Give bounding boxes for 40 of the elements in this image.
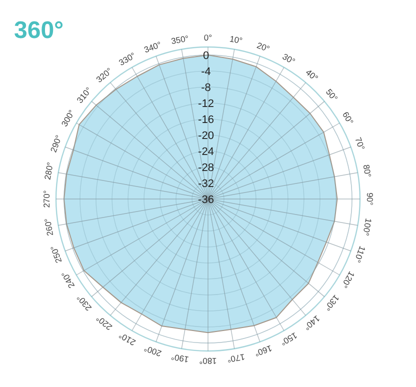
spoke-label: 350° (170, 33, 190, 46)
y-tick-label: -28 (198, 162, 214, 174)
spoke-label: 290° (48, 134, 64, 154)
spoke-label: 260° (42, 218, 56, 237)
spoke-label: 80° (361, 164, 374, 178)
spoke-label: 180° (199, 356, 217, 366)
spoke-label: 70° (353, 136, 367, 152)
spoke-label: 280° (42, 161, 56, 180)
chart-title: 360° (14, 17, 64, 44)
y-tick-label: -12 (198, 98, 214, 110)
spoke-label: 150° (278, 330, 299, 348)
spoke-label: 0° (204, 32, 212, 42)
spoke-label: 110° (352, 244, 368, 264)
spoke-label: 160° (253, 343, 274, 359)
spoke-label: 220° (94, 313, 114, 332)
y-tick-label: -4 (201, 66, 211, 78)
spoke-label: 90° (364, 192, 375, 206)
spoke-label: 100° (360, 218, 374, 237)
spoke-label: 10° (228, 34, 244, 46)
spoke-label: 270° (41, 190, 52, 208)
spoke-label: 230° (74, 293, 94, 313)
y-tick-label: -32 (198, 178, 214, 190)
y-tick-label: -24 (198, 146, 214, 158)
y-tick-label: -20 (198, 130, 214, 142)
spoke-label: 330° (117, 50, 138, 68)
spoke-label: 190° (170, 352, 190, 365)
spoke-label: 170° (226, 352, 246, 365)
spoke-label: 40° (304, 67, 320, 84)
spoke-label: 210° (117, 330, 138, 348)
spoke-label: 60° (340, 110, 356, 126)
y-tick-label: 0 (202, 50, 210, 62)
spoke-label: 50° (324, 86, 340, 104)
y-tick-label: -8 (201, 82, 211, 94)
spoke-label: 200° (142, 343, 163, 359)
spoke-label: 250° (48, 244, 64, 264)
y-tick-label: -36 (198, 194, 214, 206)
spoke-label: 20° (256, 40, 272, 54)
spoke-label: 30° (280, 51, 297, 66)
spoke-label: 340° (142, 39, 163, 55)
y-tick-label: -16 (198, 114, 214, 126)
